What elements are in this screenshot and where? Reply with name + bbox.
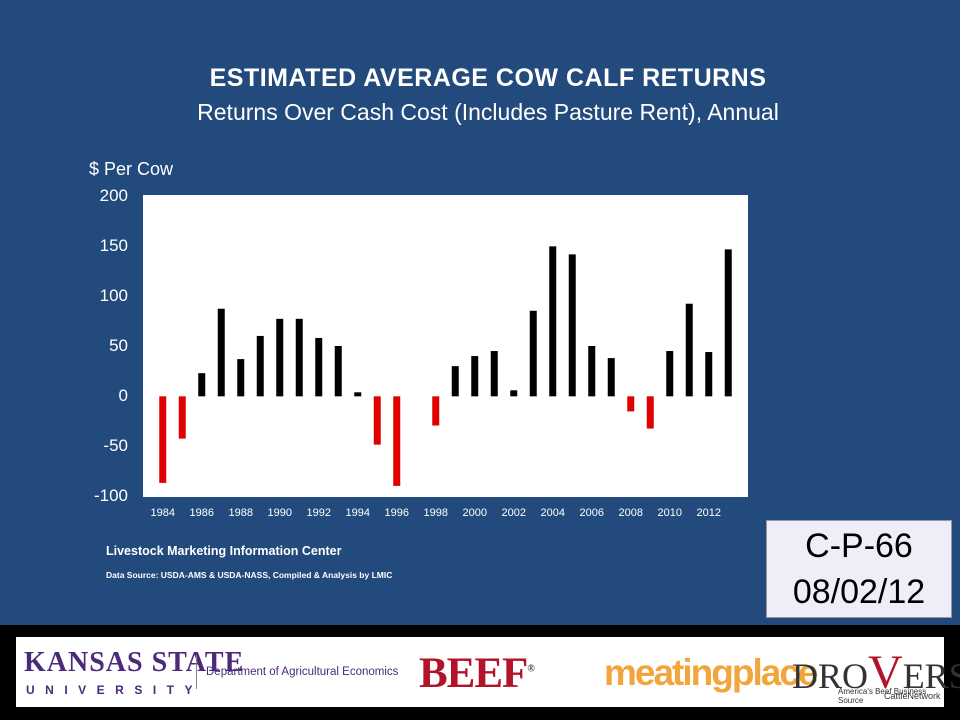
bar-1990 [276, 318, 284, 397]
chart-code: C-P-66 [805, 527, 913, 565]
ksu-logo-bottom: UNIVERSITY [26, 683, 204, 697]
drovers-tagline: CattleNetwork [884, 691, 941, 701]
bar-1991 [295, 318, 303, 397]
bar-2009 [646, 396, 654, 429]
bar-2003 [529, 310, 537, 397]
y-tick-label: -50 [103, 436, 128, 455]
y-tick-label: 0 [118, 386, 128, 405]
chart-id-box: C-P-66 08/02/12 [766, 520, 952, 618]
drovers-logo-v: V [868, 646, 903, 699]
y-axis-label: $ Per Cow [89, 159, 174, 179]
logo-divider [196, 655, 197, 689]
x-tick-label: 1992 [306, 507, 332, 519]
department-name: Department of Agricultural Economics [206, 666, 399, 678]
bar-1986 [198, 373, 206, 397]
bar-chart [159, 246, 732, 486]
x-axis-labels: 1984 1986 1988 1990 1992 1994 1996 1998 2000 2002… [143, 507, 748, 523]
x-tick-label: 1996 [384, 507, 410, 519]
source-note: Data Source: USDA-AMS & USDA-NASS, Compi… [106, 570, 393, 580]
x-tick-label: 2000 [462, 507, 488, 519]
x-tick-label: 1984 [150, 507, 176, 519]
bar-1998 [432, 396, 440, 426]
drovers-logo-right: ERS [902, 656, 960, 696]
bar-2006 [588, 346, 596, 397]
beef-logo-text: BEEF [419, 650, 528, 697]
y-tick-label: -100 [93, 486, 128, 505]
x-tick-label: 2004 [540, 507, 566, 519]
drovers-logo-left: DRO [792, 656, 869, 696]
x-tick-label: 2002 [501, 507, 527, 519]
bar-2000 [471, 356, 479, 397]
x-tick-label: 2010 [657, 507, 683, 519]
bar-2008 [627, 396, 635, 412]
x-tick-label: 1994 [345, 507, 371, 519]
bar-2007 [607, 358, 615, 397]
bar-1994 [354, 392, 362, 397]
bar-1988 [237, 359, 245, 397]
bar-1985 [178, 396, 186, 439]
x-tick-label: 2006 [579, 507, 605, 519]
bar-2002 [510, 390, 518, 397]
meatingplace-logo: meatingplace [604, 652, 818, 693]
beef-logo: BEEF® [419, 650, 535, 697]
bar-1993 [334, 346, 342, 397]
ksu-logo-top: KANSAS STATE [24, 647, 245, 678]
y-tick-label: 200 [99, 186, 128, 205]
y-tick-label: 100 [99, 286, 128, 305]
bar-2011 [685, 303, 693, 397]
bar-1999 [451, 366, 459, 397]
x-tick-label: 1986 [189, 507, 215, 519]
bar-2013 [724, 249, 732, 397]
source-credit: Livestock Marketing Information Center [106, 544, 342, 558]
bar-1992 [315, 337, 323, 397]
chart-subtitle: Returns Over Cash Cost (Includes Pasture… [197, 99, 779, 125]
bar-2012 [705, 352, 713, 397]
x-tick-label: 2008 [618, 507, 644, 519]
bar-2001 [490, 351, 498, 397]
x-tick-label: 1998 [423, 507, 449, 519]
bar-1989 [256, 335, 264, 397]
sponsor-footer: KANSAS STATE UNIVERSITY Department of Ag… [16, 637, 960, 707]
bar-2005 [568, 254, 576, 397]
slide: ESTIMATED AVERAGE COW CALF RETURNS Retur… [0, 0, 960, 625]
bar-1987 [217, 308, 225, 397]
y-tick-label: 150 [99, 236, 128, 255]
drovers-subtitle: America's Beef Business Source [838, 687, 927, 705]
bar-1996 [393, 396, 401, 486]
bar-2004 [549, 246, 557, 397]
x-tick-label: 2012 [696, 507, 722, 519]
plot-area [143, 195, 748, 497]
y-tick-label: 50 [109, 336, 128, 355]
chart-date: 08/02/12 [792, 573, 926, 611]
x-tick-label: 1988 [228, 507, 254, 519]
drovers-logo: DROVERS [792, 645, 960, 700]
x-tick-label: 1990 [267, 507, 293, 519]
bar-2010 [666, 351, 674, 397]
chart-title: ESTIMATED AVERAGE COW CALF RETURNS [209, 64, 767, 92]
bar-1984 [159, 396, 167, 483]
bar-1995 [373, 396, 381, 445]
